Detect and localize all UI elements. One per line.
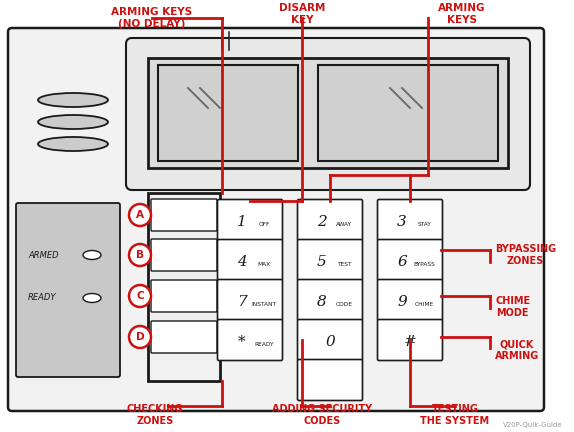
Ellipse shape [83,251,101,260]
Text: READY: READY [254,343,274,347]
Text: ADDING SECURITY
CODES: ADDING SECURITY CODES [272,404,372,426]
Text: 4: 4 [237,255,247,269]
Text: READY: READY [28,293,56,302]
FancyBboxPatch shape [297,239,363,280]
Text: TEST: TEST [337,263,351,267]
FancyBboxPatch shape [218,280,282,321]
Text: BYPASS: BYPASS [413,263,435,267]
Text: INSTANT: INSTANT [251,302,277,308]
Text: 5: 5 [317,255,327,269]
Circle shape [129,204,151,226]
FancyBboxPatch shape [378,280,443,321]
Text: 8: 8 [317,295,327,309]
Text: STAY: STAY [417,222,431,228]
Text: AWAY: AWAY [336,222,352,228]
Bar [318,65,498,161]
FancyBboxPatch shape [297,359,363,400]
Text: DISARM
KEY: DISARM KEY [279,3,325,25]
Text: QUICK
ARMING: QUICK ARMING [495,339,539,361]
Circle shape [129,326,151,348]
Circle shape [129,285,151,307]
FancyBboxPatch shape [378,320,443,360]
Text: BYPASSING
ZONES: BYPASSING ZONES [495,244,556,266]
Bar [158,65,298,161]
FancyBboxPatch shape [378,200,443,241]
Bar [148,193,220,381]
FancyBboxPatch shape [151,280,217,312]
FancyBboxPatch shape [218,200,282,241]
Text: 0: 0 [325,335,335,349]
Text: V20P-Quik-Guide: V20P-Quik-Guide [503,422,563,428]
Text: CHIME
MODE: CHIME MODE [495,296,530,318]
FancyBboxPatch shape [16,203,120,377]
FancyBboxPatch shape [378,239,443,280]
Text: CHIME: CHIME [414,302,433,308]
Text: ARMED: ARMED [28,251,59,260]
Circle shape [129,244,151,266]
Text: #: # [404,335,416,349]
Text: MAX: MAX [257,263,270,267]
Text: D: D [135,332,144,342]
Text: ARMING KEYS
(NO DELAY): ARMING KEYS (NO DELAY) [111,7,192,29]
Text: OFF: OFF [258,222,270,228]
Text: C: C [136,291,144,301]
FancyBboxPatch shape [218,320,282,360]
Text: ARMING
KEYS: ARMING KEYS [439,3,486,25]
Text: TESTING
THE SYSTEM: TESTING THE SYSTEM [420,404,490,426]
Text: A: A [136,210,144,220]
Text: CODE: CODE [335,302,352,308]
FancyBboxPatch shape [151,321,217,353]
FancyBboxPatch shape [297,320,363,360]
Ellipse shape [83,293,101,302]
Text: 9: 9 [397,295,407,309]
FancyBboxPatch shape [8,28,544,411]
FancyBboxPatch shape [126,38,530,190]
FancyBboxPatch shape [151,199,217,231]
Text: CHECKING
ZONES: CHECKING ZONES [127,404,183,426]
Bar [148,58,508,168]
FancyBboxPatch shape [218,239,282,280]
Text: B: B [136,250,144,260]
Text: 3: 3 [397,215,407,229]
Text: 6: 6 [397,255,407,269]
Text: 7: 7 [237,295,247,309]
Text: 1: 1 [237,215,247,229]
FancyBboxPatch shape [151,239,217,271]
Text: 2: 2 [317,215,327,229]
FancyBboxPatch shape [297,280,363,321]
Ellipse shape [38,115,108,129]
Ellipse shape [38,137,108,151]
Text: *: * [238,335,246,349]
Ellipse shape [38,93,108,107]
FancyBboxPatch shape [297,200,363,241]
